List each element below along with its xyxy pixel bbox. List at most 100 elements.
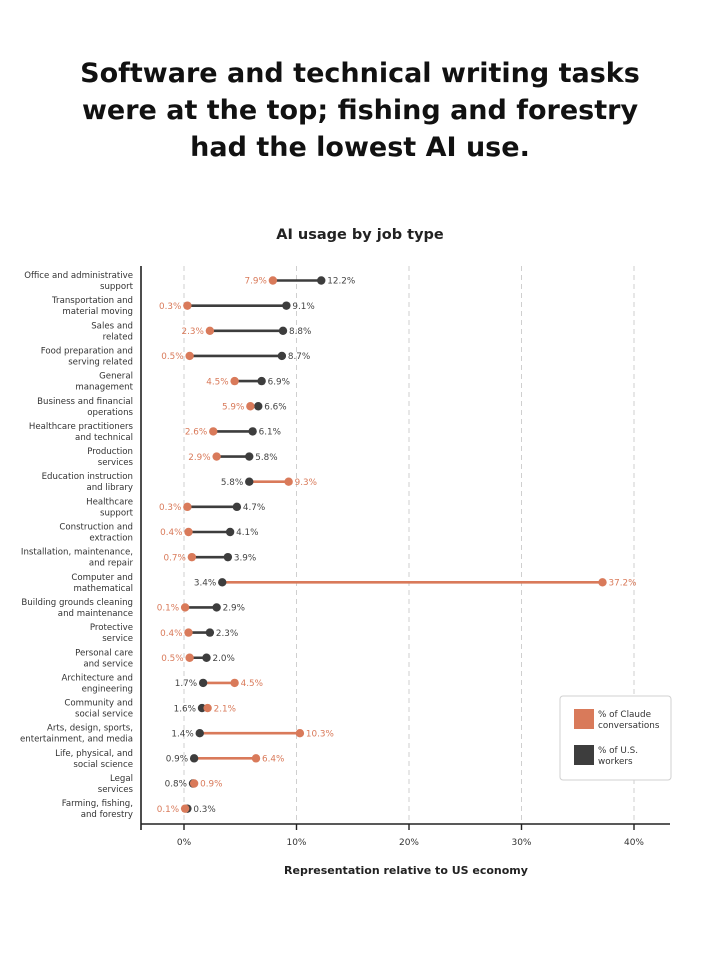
- category-label-line2: and forestry: [81, 810, 133, 820]
- workers-dot: [317, 276, 326, 285]
- workers-value-label: 6.1%: [259, 428, 281, 438]
- category-label-line1: Office and administrative: [24, 271, 133, 281]
- workers-value-label: 9.1%: [292, 302, 314, 312]
- workers-value-label: 1.6%: [174, 704, 196, 714]
- category-label-line1: Education instruction: [42, 472, 133, 482]
- x-tick-label: 20%: [399, 838, 419, 848]
- category-label-line1: Life, physical, and: [55, 749, 133, 759]
- claude-value-label: 2.6%: [185, 428, 207, 438]
- category-label-line1: Installation, maintenance,: [21, 548, 133, 558]
- workers-dot: [202, 653, 211, 662]
- category-label-line2: support: [100, 282, 134, 292]
- claude-value-label: 37.2%: [609, 579, 637, 589]
- category-label-line2: social service: [75, 710, 133, 720]
- legend-label: conversations: [598, 721, 660, 731]
- workers-value-label: 0.8%: [165, 780, 187, 790]
- headline-line-1: Software and technical writing tasks: [80, 58, 640, 89]
- category-label-line1: Healthcare: [86, 497, 133, 507]
- workers-dot: [282, 301, 291, 310]
- legend-swatch-workers: [574, 745, 594, 765]
- category-label-line2: services: [98, 785, 134, 795]
- claude-value-label: 0.3%: [159, 302, 181, 312]
- chart-title: AI usage by job type: [276, 227, 444, 243]
- workers-value-label: 4.1%: [236, 528, 258, 538]
- claude-dot: [180, 603, 190, 612]
- claude-value-label: 9.3%: [295, 478, 317, 488]
- x-tick-label: 10%: [286, 838, 306, 848]
- legend-label: % of Claude: [598, 710, 651, 720]
- category-label-line1: Protective: [90, 623, 133, 633]
- workers-dot: [205, 628, 215, 637]
- category-label-line2: entertainment, and media: [20, 735, 133, 745]
- category-label-line1: Farming, fishing,: [62, 799, 133, 809]
- x-tick-label: 40%: [624, 838, 644, 848]
- category-label-line1: Food preparation and: [41, 346, 133, 356]
- category-label-line2: and library: [86, 483, 133, 493]
- workers-dot: [278, 326, 288, 335]
- claude-dot: [284, 477, 293, 486]
- claude-value-label: 2.3%: [182, 327, 204, 337]
- workers-value-label: 1.4%: [171, 729, 193, 739]
- x-tick-label: 0%: [177, 838, 192, 848]
- category-label-line1: Personal care: [75, 648, 133, 658]
- workers-value-label: 2.3%: [216, 629, 238, 639]
- legend-label: workers: [598, 757, 633, 767]
- workers-value-label: 6.9%: [268, 377, 290, 387]
- claude-dot: [184, 628, 193, 637]
- claude-dot: [203, 703, 212, 713]
- legend-box: [559, 695, 672, 781]
- claude-value-label: 0.1%: [157, 604, 179, 614]
- category-label-line2: extraction: [89, 534, 133, 544]
- workers-dot: [198, 678, 208, 688]
- workers-dot: [195, 729, 204, 738]
- claude-dot: [230, 678, 239, 688]
- claude-dot: [598, 578, 607, 587]
- claude-dot: [268, 276, 278, 285]
- category-label-line1: Transportation and: [51, 296, 133, 306]
- claude-dot: [212, 452, 221, 461]
- claude-dot: [185, 653, 194, 662]
- category-label-line2: engineering: [82, 684, 133, 694]
- workers-value-label: 0.3%: [193, 805, 215, 815]
- category-label-line2: and repair: [89, 559, 134, 569]
- workers-value-label: 4.7%: [243, 503, 265, 513]
- workers-dot: [212, 603, 221, 612]
- claude-dot: [187, 552, 197, 562]
- claude-value-label: 0.4%: [160, 629, 182, 639]
- workers-value-label: 12.2%: [327, 277, 355, 287]
- category-label-line1: Healthcare practitioners: [29, 422, 134, 432]
- claude-dot: [183, 301, 192, 310]
- workers-value-label: 0.9%: [166, 755, 188, 765]
- claude-dot: [180, 804, 190, 813]
- category-label-line2: mathematical: [73, 584, 133, 594]
- legend-label: % of U.S.: [598, 746, 638, 756]
- workers-dot: [257, 376, 266, 386]
- workers-value-label: 8.8%: [289, 327, 311, 337]
- category-label-line2: and maintenance: [58, 609, 133, 619]
- category-label-line2: service: [102, 634, 133, 644]
- workers-dot: [245, 452, 254, 461]
- legend-swatch-claude: [574, 709, 594, 729]
- category-label-line2: social science: [73, 760, 133, 770]
- claude-dot: [183, 502, 192, 512]
- workers-dot: [245, 477, 254, 486]
- category-label-line1: Construction and: [59, 523, 133, 533]
- category-label-line1: Production: [87, 447, 133, 457]
